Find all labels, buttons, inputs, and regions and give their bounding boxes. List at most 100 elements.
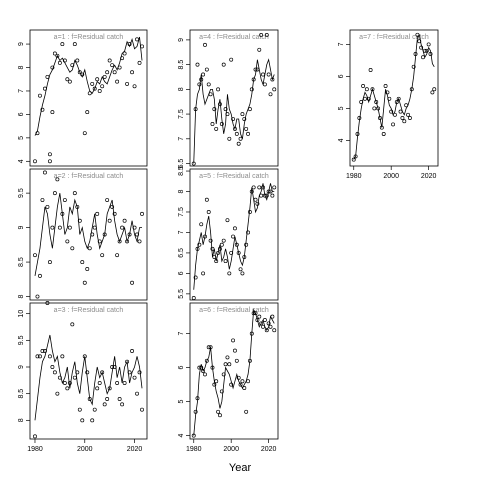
data-point (262, 318, 267, 322)
data-point (223, 362, 228, 367)
data-point (107, 218, 112, 223)
y-tick-label: 6.5 (178, 159, 185, 169)
data-point (409, 87, 414, 92)
panel-a4: a=4 : f=Residual catch 6.5 7 7.5 8 8.5 9 (178, 29, 279, 169)
data-point (374, 100, 379, 104)
data-point (140, 211, 144, 216)
x-axis-title: Year (229, 462, 252, 474)
data-point (140, 407, 144, 412)
plot-frame (189, 302, 279, 440)
data-point (55, 391, 60, 396)
data-point (80, 72, 85, 77)
y-tick-label: 8.5 (178, 60, 185, 70)
data-point (208, 345, 213, 350)
data-point (55, 177, 60, 182)
data-point (378, 116, 382, 120)
y-tick-label: 5 (18, 136, 25, 140)
data-point (242, 255, 247, 259)
data-point (253, 311, 258, 316)
data-point (229, 57, 234, 62)
data-point (137, 239, 142, 244)
data-point (270, 193, 275, 198)
fit-line-a5 (193, 183, 275, 290)
data-point (137, 370, 142, 375)
data-point (251, 311, 256, 316)
data-point (210, 365, 215, 370)
y-tick-label: 9 (18, 365, 25, 369)
data-point (426, 42, 431, 47)
data-point (216, 409, 221, 414)
data-point (70, 322, 75, 327)
data-point (225, 355, 230, 360)
data-point (253, 67, 258, 72)
data-point (85, 267, 90, 271)
y-tick-label: 10 (18, 310, 25, 318)
data-point (422, 48, 427, 53)
data-point (247, 358, 252, 363)
fit-line-a6 (193, 308, 275, 436)
data-point (376, 106, 381, 111)
data-point (33, 434, 37, 439)
data-point (191, 296, 196, 300)
x-tick-label: 2020 (127, 446, 143, 453)
data-point (421, 55, 425, 60)
plot-frame (349, 29, 439, 167)
data-point (132, 375, 137, 380)
data-point (50, 110, 55, 115)
data-point (249, 331, 254, 336)
data-point (242, 117, 247, 121)
data-point (122, 218, 127, 223)
x-tick-label: 2000 (77, 446, 93, 453)
data-point (38, 354, 42, 359)
data-point (135, 232, 139, 237)
data-point (65, 386, 70, 391)
data-point (236, 141, 241, 146)
data-point (82, 354, 87, 359)
data-point (90, 81, 95, 86)
data-point (208, 92, 213, 97)
plot-frame (29, 29, 148, 167)
data-point (97, 239, 102, 244)
data-point (357, 116, 362, 120)
data-point (77, 407, 82, 412)
data-point (402, 119, 407, 124)
data-point (40, 198, 45, 202)
data-point (122, 381, 127, 385)
data-point (389, 109, 394, 114)
data-point (221, 238, 226, 243)
data-point (261, 324, 265, 329)
data-point (195, 62, 200, 67)
data-point (35, 131, 40, 136)
data-point (112, 211, 117, 216)
data-point (229, 382, 234, 387)
data-point (130, 349, 135, 353)
x-tick-label: 1980 (346, 173, 362, 180)
data-point (212, 255, 217, 259)
data-point (72, 42, 77, 47)
data-point (234, 358, 239, 363)
data-point (204, 197, 209, 202)
data-point (255, 67, 260, 72)
fit-line-a3 (34, 334, 143, 421)
data-point (223, 107, 228, 112)
data-point (364, 87, 369, 92)
data-point (259, 193, 264, 198)
data-point (244, 409, 249, 414)
data-point (259, 321, 264, 326)
y-tick-label: 9.5 (18, 188, 25, 198)
data-point (218, 413, 222, 418)
data-point (247, 107, 252, 112)
data-point (216, 87, 221, 92)
y-tick-label: 4 (18, 159, 25, 163)
data-point (406, 112, 410, 117)
data-point (47, 354, 52, 359)
data-point (355, 132, 360, 136)
data-point (231, 117, 236, 121)
data-point (381, 132, 386, 136)
data-point (201, 271, 206, 276)
data-point (231, 234, 236, 239)
data-point (132, 225, 137, 230)
data-point (65, 239, 70, 244)
data-point (117, 239, 122, 244)
data-point (227, 271, 232, 276)
